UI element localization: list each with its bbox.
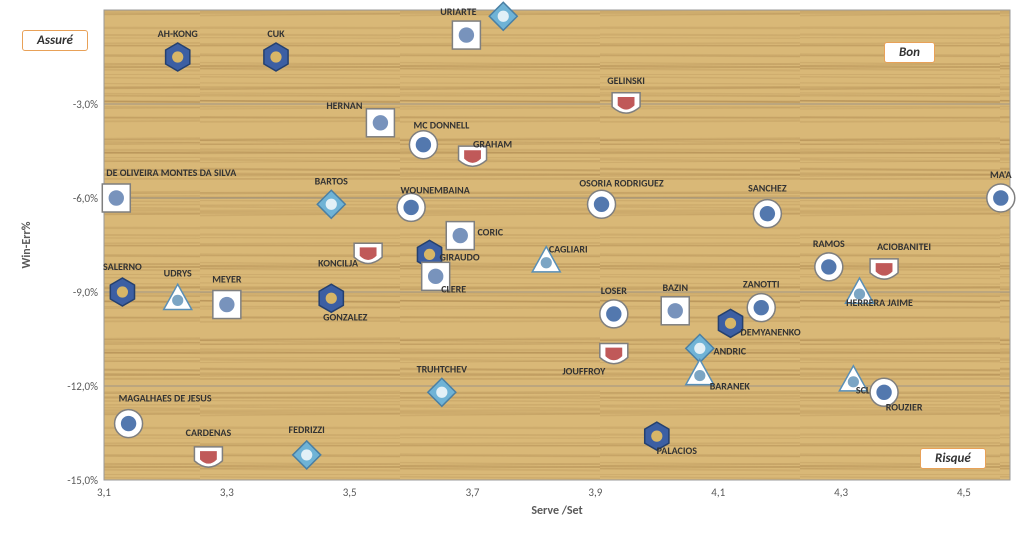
svg-text:BARANEK: BARANEK <box>710 379 751 392</box>
svg-text:CORIC: CORIC <box>477 226 503 239</box>
svg-text:MA'A: MA'A <box>990 168 1013 181</box>
svg-text:-12,0%: -12,0% <box>67 380 98 393</box>
svg-text:4,5: 4,5 <box>957 486 971 499</box>
svg-text:AH-KONG: AH-KONG <box>158 27 198 40</box>
corner-assure: Assuré <box>22 30 88 51</box>
player-point: GELINSKI <box>607 74 645 113</box>
svg-text:CLERE: CLERE <box>441 282 466 295</box>
svg-text:ROUZIER: ROUZIER <box>886 400 923 413</box>
svg-text:Win-Err%: Win-Err% <box>20 221 34 268</box>
svg-text:-15,0%: -15,0% <box>67 474 98 487</box>
svg-text:3,1: 3,1 <box>97 486 111 499</box>
svg-text:Serve /Set: Serve /Set <box>531 504 582 518</box>
player-point: LOSER <box>600 284 628 328</box>
svg-text:ZANOTTI: ZANOTTI <box>743 278 780 291</box>
svg-text:ANDRIC: ANDRIC <box>714 344 747 357</box>
svg-text:TRUHTCHEV: TRUHTCHEV <box>417 362 467 375</box>
svg-text:GONZALEZ: GONZALEZ <box>323 310 368 323</box>
svg-text:GIRAUDO: GIRAUDO <box>439 250 479 263</box>
svg-text:FEDRIZZI: FEDRIZZI <box>289 423 325 436</box>
player-point: MEYER <box>212 273 242 319</box>
svg-text:SANCHEZ: SANCHEZ <box>748 182 787 195</box>
svg-text:4,1: 4,1 <box>711 486 725 499</box>
svg-text:CAGLIARI: CAGLIARI <box>549 243 588 256</box>
player-point: CUK <box>264 27 288 71</box>
svg-text:CUK: CUK <box>267 27 285 40</box>
svg-text:UDRYS: UDRYS <box>164 266 192 279</box>
svg-text:MAGALHAES DE JESUS: MAGALHAES DE JESUS <box>119 392 212 405</box>
svg-text:WOUNEMBAINA: WOUNEMBAINA <box>400 183 470 196</box>
svg-text:-6,0%: -6,0% <box>73 192 98 205</box>
svg-text:JOUFFROY: JOUFFROY <box>562 365 606 378</box>
svg-text:3,3: 3,3 <box>220 486 234 499</box>
svg-text:-9,0%: -9,0% <box>73 286 98 299</box>
svg-text:GELINSKI: GELINSKI <box>607 74 645 87</box>
svg-text:MC DONNELL: MC DONNELL <box>413 119 470 132</box>
svg-text:4,3: 4,3 <box>834 486 848 499</box>
svg-text:SALERNO: SALERNO <box>103 260 142 273</box>
svg-text:MEYER: MEYER <box>212 273 242 286</box>
svg-text:3,5: 3,5 <box>343 486 357 499</box>
svg-text:HERNAN: HERNAN <box>326 99 362 112</box>
svg-text:ACIOBANITEI: ACIOBANITEI <box>877 240 931 253</box>
svg-text:URIARTE: URIARTE <box>440 5 476 18</box>
svg-text:KONCILJA: KONCILJA <box>318 256 359 269</box>
corner-risque: Risqué <box>920 448 986 469</box>
corner-bon: Bon <box>884 42 935 63</box>
svg-text:RAMOS: RAMOS <box>813 237 845 250</box>
svg-text:DE OLIVEIRA MONTES DA SILVA: DE OLIVEIRA MONTES DA SILVA <box>106 166 237 179</box>
svg-text:GEILER: GEILER <box>483 0 512 1</box>
svg-text:PALACIOS: PALACIOS <box>657 444 698 457</box>
svg-text:-3,0%: -3,0% <box>73 98 98 111</box>
svg-text:BAZIN: BAZIN <box>662 281 688 294</box>
svg-text:OSORIA RODRIGUEZ: OSORIA RODRIGUEZ <box>579 176 663 189</box>
svg-text:BARTOS: BARTOS <box>315 174 349 187</box>
svg-text:LOSER: LOSER <box>601 284 627 297</box>
svg-text:3,9: 3,9 <box>588 486 602 499</box>
player-point: MA'A <box>987 168 1015 212</box>
player-point: BAZIN <box>661 281 689 325</box>
svg-text:DEMYANENKO: DEMYANENKO <box>740 325 800 338</box>
scatter-chart: -15,0% -12,0% -9,0% -6,0% -3,0% 3,1 3,3 3,5 3,7 3… <box>0 0 1024 541</box>
player-point: RAMOS <box>813 237 845 281</box>
svg-text:GRAHAM: GRAHAM <box>473 137 512 150</box>
svg-text:3,7: 3,7 <box>466 486 480 499</box>
svg-text:HERRERA JAIME: HERRERA JAIME <box>846 296 913 309</box>
svg-text:CARDENAS: CARDENAS <box>186 426 232 439</box>
